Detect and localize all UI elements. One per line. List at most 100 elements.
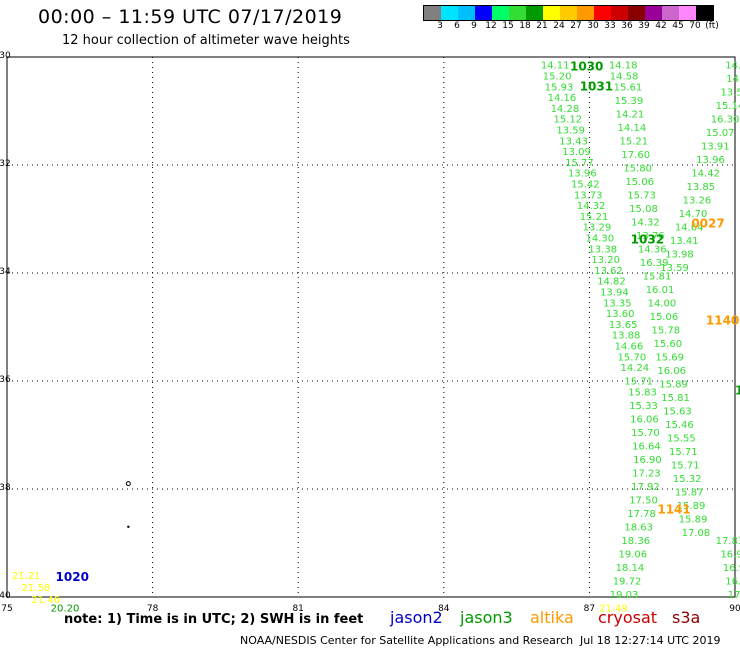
legend-altika: altika: [530, 608, 574, 627]
wave-height-value: 15.71: [671, 460, 700, 471]
wave-height-value: 14.21: [616, 109, 645, 120]
wave-height-value: 17.60: [621, 150, 650, 161]
wave-height-value: 14.64: [675, 223, 704, 234]
wave-height-value: 14.30: [586, 234, 615, 245]
wave-height-value: 13.62: [594, 266, 623, 277]
wave-height-value: 15.89: [677, 501, 706, 512]
wave-height-value: 15.81: [643, 271, 672, 282]
longitude-label: 84: [438, 604, 450, 614]
island-marker: [125, 481, 131, 487]
colorbar-swatch: [441, 6, 458, 20]
wave-height-value: 15.21: [580, 212, 609, 223]
wave-height-value: 15.83: [628, 387, 657, 398]
colorbar-swatch: [594, 6, 611, 20]
wave-height-value: 14.32: [577, 201, 606, 212]
wave-height-value: 14.58: [610, 72, 639, 83]
wave-height-value: 15.60: [653, 339, 682, 350]
wave-height-value: 15.73: [627, 190, 656, 201]
legend-jason2: jason2: [390, 608, 443, 627]
latitude-label: -40: [0, 591, 11, 601]
latitude-label: -38: [0, 483, 11, 493]
colorbar-label: 12: [485, 21, 497, 31]
wave-height-value: 14.11: [541, 61, 570, 72]
wave-height-value: 16.06: [630, 414, 659, 425]
wave-height-value: 17.01: [728, 590, 740, 601]
pass-time-label: 1030: [570, 60, 603, 74]
wave-height-value: 14.23: [726, 74, 740, 85]
wave-height-value: 13.35: [603, 298, 632, 309]
wave-height-value: 15.70: [631, 428, 660, 439]
wave-height-value: 18.63: [624, 522, 653, 533]
colorbar-label: 21: [536, 21, 548, 31]
longitude-label: 87: [583, 604, 596, 614]
wave-height-value: 19.03: [610, 590, 639, 601]
colorbar-label: 30: [587, 21, 599, 31]
colorbar-label: 42: [655, 21, 667, 31]
colorbar-label: 39: [638, 21, 650, 31]
wave-height-value: 14.42: [691, 169, 720, 180]
pass-time-label: 1020: [56, 570, 89, 584]
wave-height-value: 14.66: [615, 342, 644, 353]
colorbar-label: 70: [689, 21, 701, 31]
colorbar-swatch: [679, 6, 696, 20]
wave-height-value: 13.38: [588, 244, 617, 255]
wave-height-value: 15.63: [663, 406, 692, 417]
wave-height-value: 15.46: [665, 420, 694, 431]
wave-height-value: 18.36: [621, 536, 650, 547]
wave-height-value: 16.91: [720, 549, 740, 560]
wave-height-value: 17.78: [627, 509, 656, 520]
latitude-label: -30: [0, 51, 11, 61]
colorbar-label: 27: [570, 21, 582, 31]
colorbar-swatch: [560, 6, 577, 20]
wave-height-value: 15.06: [650, 312, 679, 323]
wave-height-value: 15.61: [614, 82, 643, 93]
wave-height-value: 13.59: [556, 126, 585, 137]
colorbar-label: 45: [672, 21, 684, 31]
wave-height-value: 14.28: [551, 104, 580, 115]
wave-height-value: 13.98: [665, 250, 694, 261]
map-subtitle: 12 hour collection of altimeter wave hei…: [62, 33, 350, 48]
pass-time-label: 1033: [735, 384, 740, 398]
wave-height-value: 13.41: [670, 236, 699, 247]
colorbar-swatch: [611, 6, 628, 20]
colorbar-swatch: [458, 6, 475, 20]
legend-jason3: jason3: [460, 608, 513, 627]
footer-note: note: 1) Time is in UTC; 2) SWH is in fe…: [64, 612, 364, 627]
wave-height-value: 13.73: [574, 190, 603, 201]
wave-height-value: 13.85: [686, 182, 715, 193]
wave-height-value: 15.69: [655, 352, 684, 363]
wave-height-value: 13.96: [696, 155, 725, 166]
wave-height-value: 15.32: [673, 474, 702, 485]
colorbar-label: 18: [519, 21, 531, 31]
wave-height-value: 15.20: [543, 72, 572, 83]
wave-height-value: 13.09: [562, 147, 591, 158]
wave-height-value: 15.42: [571, 180, 600, 191]
latitude-label: -36: [0, 375, 11, 385]
wave-height-value: 15.70: [618, 352, 647, 363]
wave-height-value: 16.30: [711, 115, 740, 126]
credit-line: NOAA/NESDIS Center for Satellite Applica…: [240, 634, 574, 647]
pass-time-label: 1032: [631, 233, 664, 247]
colorbar-label: 36: [621, 21, 633, 31]
wave-height-value: 18.14: [616, 563, 645, 574]
wave-height-value: 13.43: [559, 136, 588, 147]
colorbar-label: 33: [604, 21, 616, 31]
wave-height-value: 14.70: [679, 209, 708, 220]
colorbar-label: (ft): [705, 21, 719, 31]
colorbar-label: 3: [437, 21, 443, 31]
wave-height-value: 13.76: [636, 231, 665, 242]
wave-height-value: 13.59: [660, 263, 689, 274]
colorbar-label: 24: [553, 21, 565, 31]
wave-height-value: 15.07: [706, 128, 735, 139]
wave-height-value: 14.18: [609, 61, 638, 72]
wave-height-value: 15.80: [623, 163, 652, 174]
wave-height-value: 15.12: [553, 115, 582, 126]
wave-height-value: 14.14: [618, 123, 647, 134]
wave-height-value: 14.82: [725, 61, 740, 72]
wave-height-value: 15.89: [679, 514, 708, 525]
wave-height-value: 20.20: [51, 603, 80, 614]
colorbar-swatch: [628, 6, 645, 20]
wave-height-value: 15.06: [625, 177, 654, 188]
wave-height-value: 15.55: [667, 433, 696, 444]
wave-height-value: 16.39: [640, 258, 669, 269]
